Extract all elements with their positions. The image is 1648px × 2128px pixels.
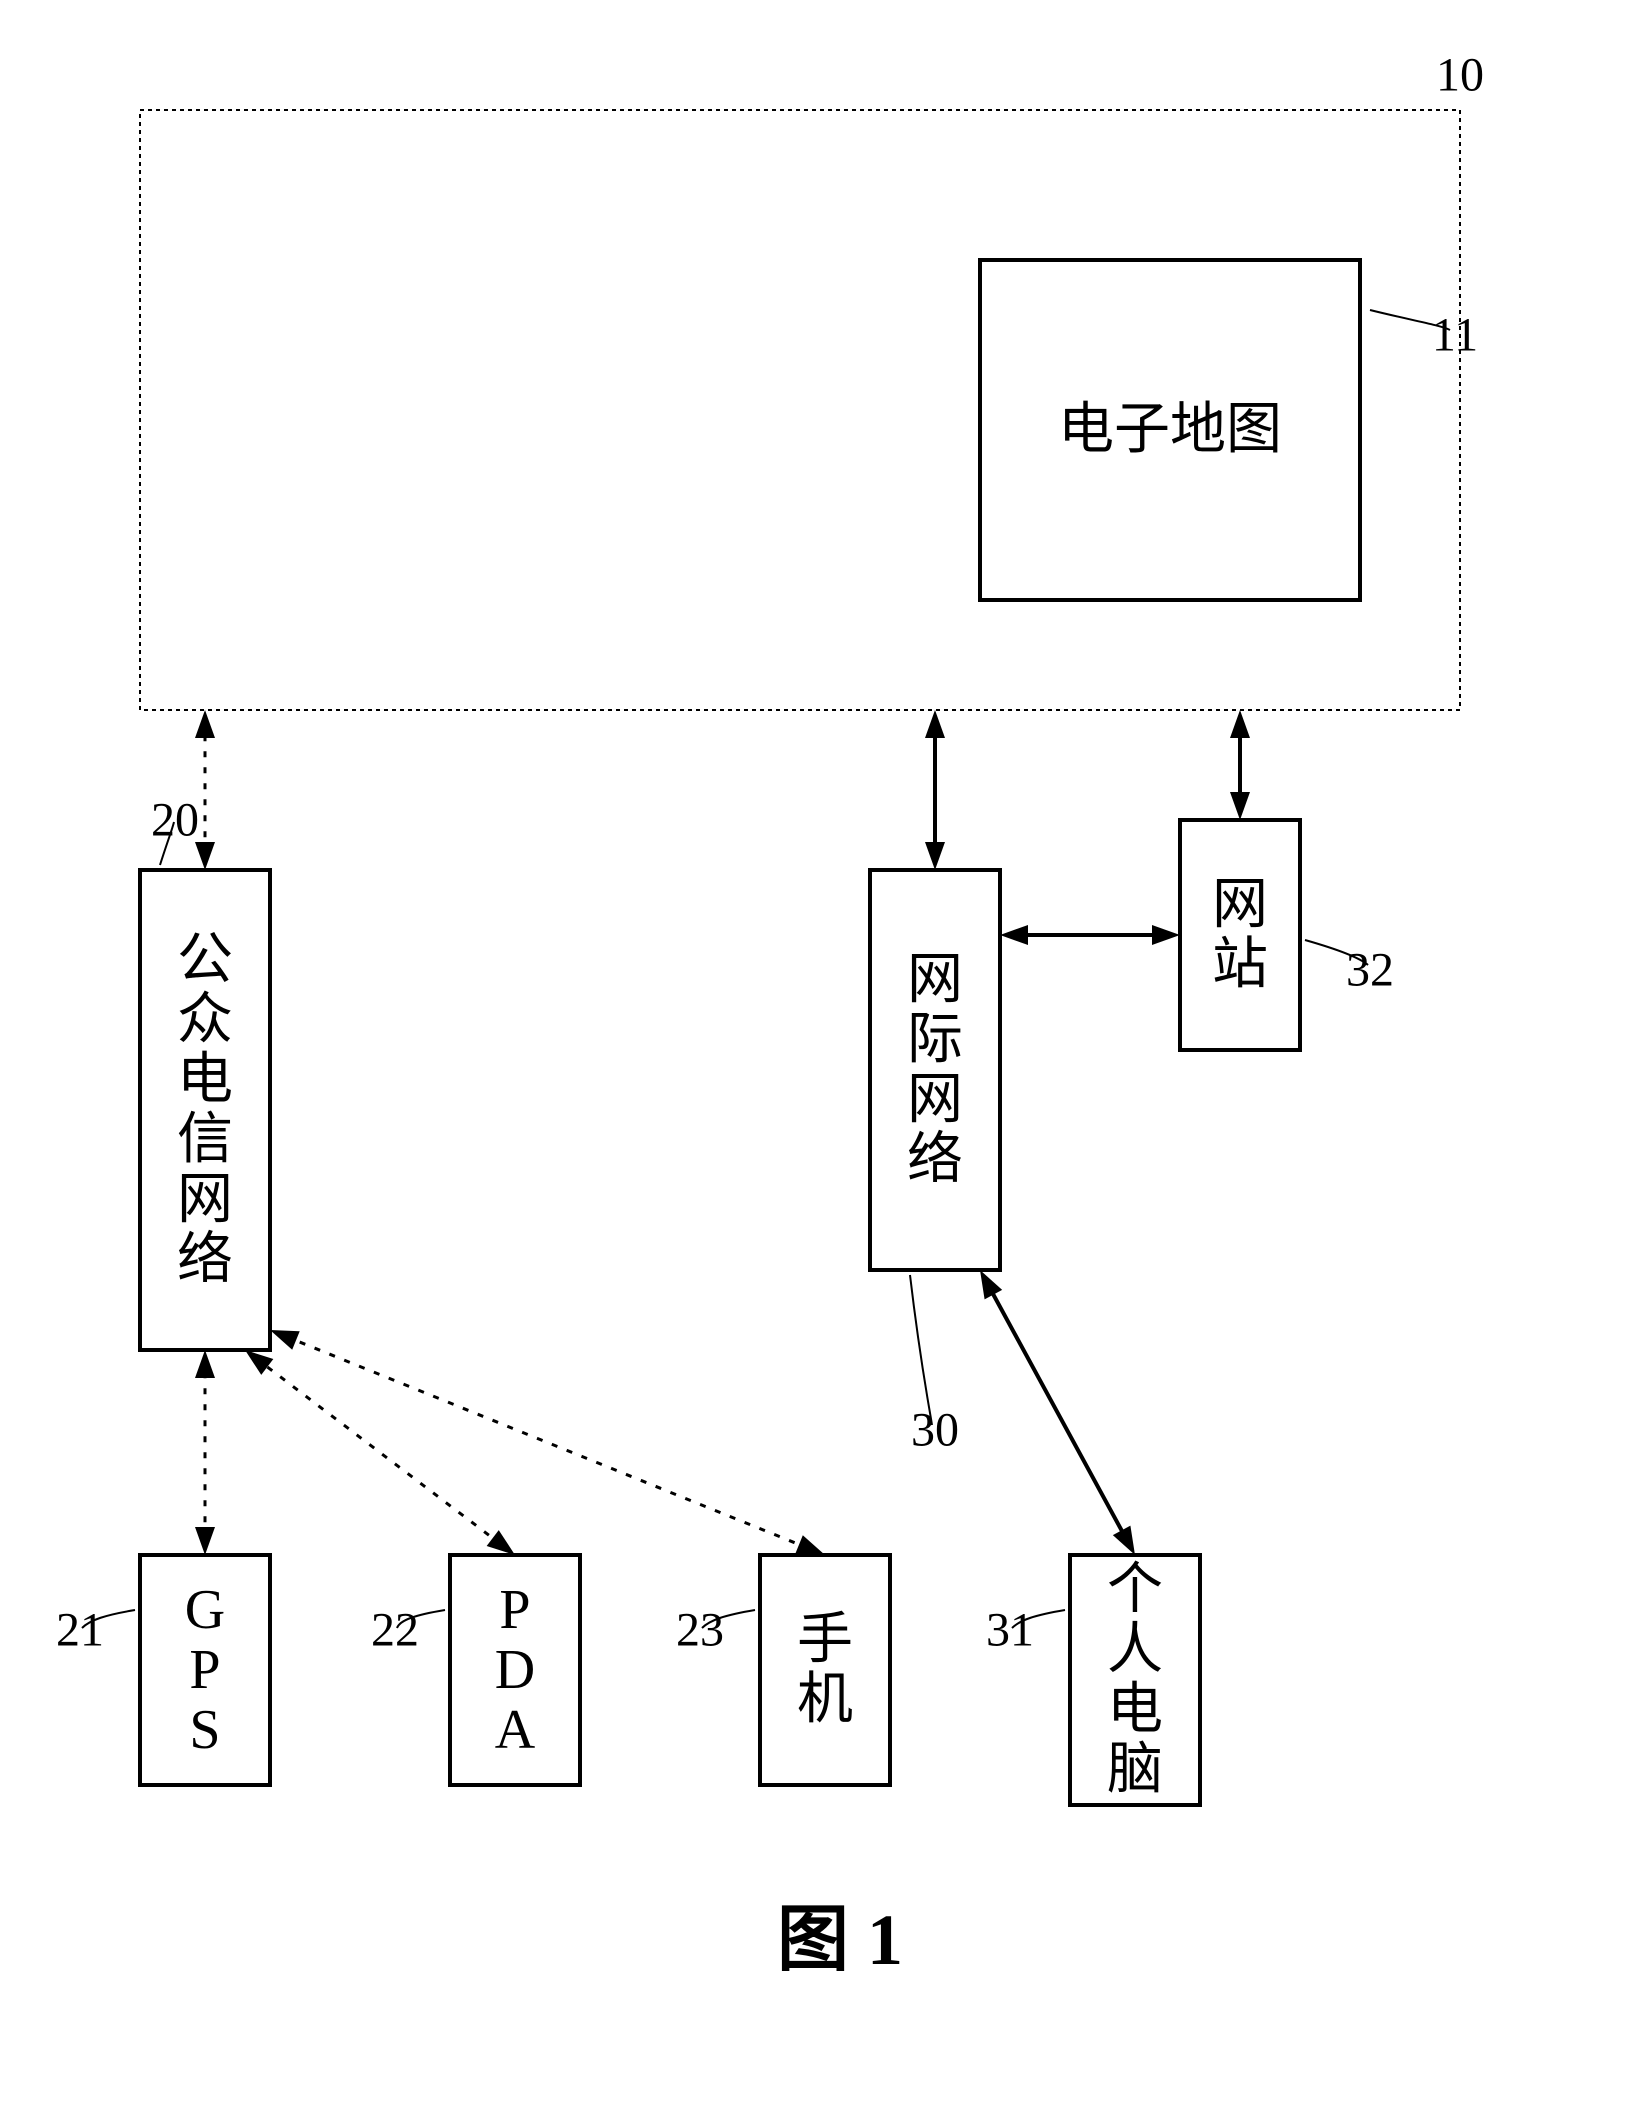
node-internet-label-char: 际 <box>907 1009 963 1071</box>
edge-pc-internet <box>988 1285 1127 1540</box>
ref-emap: 11 <box>1432 309 1478 362</box>
node-pda-label-char: A <box>495 1699 536 1761</box>
ref-internet: 30 <box>911 1404 959 1457</box>
node-phone: 手机手机 <box>0 0 890 1785</box>
edge-pda-telecom <box>258 1360 501 1545</box>
node-telecom-label-char: 网 <box>177 1169 233 1231</box>
node-internet-label-char: 网 <box>907 949 963 1011</box>
node-pc-label-char: 个 <box>1107 1559 1163 1621</box>
node-telecom: 公众电信网络公众电信网络 <box>0 0 270 1350</box>
ref-pda: 22 <box>371 1604 419 1657</box>
node-pc-label-char: 人 <box>1107 1619 1163 1681</box>
node-internet-label-char: 网 <box>907 1069 963 1131</box>
node-gps-label-char: G <box>185 1579 225 1641</box>
ref-10: 10 <box>1436 49 1484 102</box>
node-internet-label-char: 络 <box>907 1129 963 1191</box>
node-pda: PDAPDA <box>0 0 580 1785</box>
node-website-label-char: 站 <box>1212 934 1268 996</box>
node-pc-label-char: 脑 <box>1107 1739 1163 1801</box>
node-pda-label-char: P <box>499 1579 530 1641</box>
node-telecom-label-char: 众 <box>177 989 233 1051</box>
node-phone-label-char: 机 <box>797 1669 853 1731</box>
node-telecom-label-char: 信 <box>177 1109 233 1171</box>
node-telecom-label-char: 公 <box>177 929 233 991</box>
diagram-page: 10电子地图11公众电信网络公众电信网络20网际网络网际网络30网站网站32GP… <box>0 0 1648 2128</box>
node-pda-label-char: D <box>495 1639 535 1701</box>
figure-caption: 图 1 <box>777 1900 903 1980</box>
node-gps-label-char: S <box>189 1699 220 1761</box>
lead-line-internet <box>910 1275 932 1425</box>
node-pc-label-char: 电 <box>1107 1679 1163 1741</box>
edge-phone-telecom <box>286 1336 810 1548</box>
diagram-svg: 10电子地图11公众电信网络公众电信网络20网际网络网际网络30网站网站32GP… <box>0 0 1648 2128</box>
node-emap-label: 电子地图 <box>1058 399 1282 461</box>
ref-phone: 23 <box>676 1604 724 1657</box>
ref-pc: 31 <box>986 1604 1034 1657</box>
node-gps-label-char: P <box>189 1639 220 1701</box>
edges-group <box>195 710 1250 1555</box>
node-phone-label-char: 手 <box>797 1609 853 1671</box>
ref-website: 32 <box>1346 944 1394 997</box>
node-telecom-label-char: 络 <box>177 1229 233 1291</box>
node-telecom-label-char: 电 <box>177 1049 233 1111</box>
node-emap: 电子地图 <box>980 260 1360 600</box>
node-website-label-char: 网 <box>1212 874 1268 936</box>
ref-gps: 21 <box>56 1604 104 1657</box>
ref-telecom: 20 <box>151 794 199 847</box>
